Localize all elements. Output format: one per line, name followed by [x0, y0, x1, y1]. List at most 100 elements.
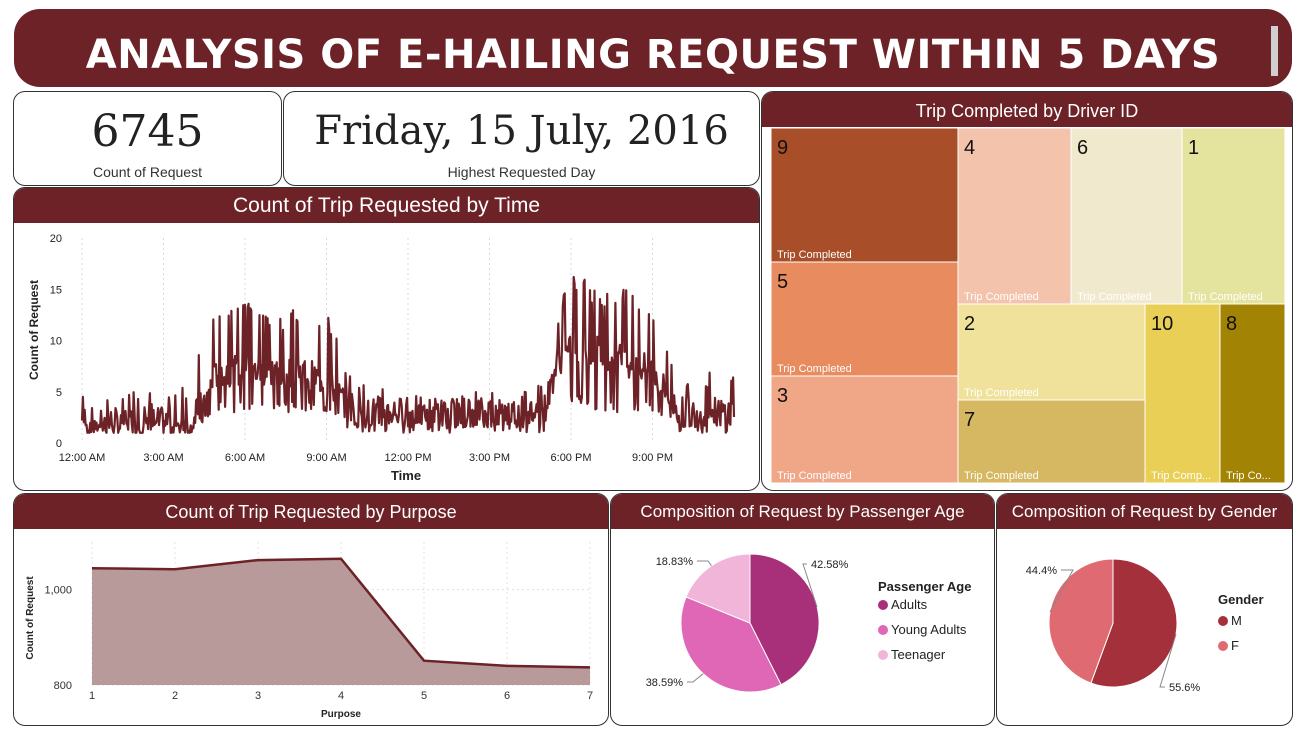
purpose-chart-xlabel: Purpose — [321, 709, 361, 720]
time-ytick-label: 10 — [50, 336, 62, 348]
title-banner: ANALYSIS OF E-HAILING REQUEST WITHIN 5 D… — [14, 9, 1292, 87]
gender-legend-swatch — [1218, 641, 1228, 651]
page-title: ANALYSIS OF E-HAILING REQUEST WITHIN 5 D… — [85, 32, 1221, 78]
scrollbar[interactable] — [1271, 26, 1278, 76]
treemap-svg: 9 Trip Completed 5 Trip Completed 3 Trip Comp… — [770, 127, 1286, 484]
time-chart-title: Count of Trip Requested by Time — [14, 188, 759, 223]
gender-legend-title: Gender — [1218, 592, 1264, 607]
age-legend-swatch — [878, 625, 888, 635]
purpose-series-line — [91, 557, 591, 669]
gender-leader-line — [1049, 569, 1074, 613]
treemap-tile-label: Trip Completed — [964, 387, 1039, 399]
treemap-tile-id: 7 — [964, 409, 975, 431]
age-slice-label: 38.59% — [646, 677, 684, 689]
age-legend-item[interactable]: Teenager — [891, 647, 946, 662]
time-ytick-label: 0 — [56, 438, 62, 450]
time-chart-svg: 0 5 10 15 20 12:00 AM 3:00 AM 6:00 AM 9:00 AM 12… — [27, 233, 736, 483]
treemap-tile-id: 5 — [777, 271, 788, 293]
treemap-tile-3[interactable] — [770, 375, 959, 484]
time-xtick-label: 6:00 AM — [225, 452, 265, 464]
purpose-xtick-label: 3 — [255, 690, 261, 702]
purpose-ytick-label: 800 — [54, 680, 72, 692]
treemap-tile-5[interactable] — [770, 261, 959, 377]
age-legend-item[interactable]: Adults — [891, 597, 928, 612]
time-ytick-label: 20 — [50, 233, 62, 245]
time-ytick-label: 5 — [56, 387, 62, 399]
treemap-tile-id: 1 — [1188, 137, 1199, 159]
treemap-tile-id: 3 — [777, 385, 788, 407]
purpose-chart-ylabel: Count of Request — [25, 576, 36, 660]
age-slice-label: 42.58% — [811, 559, 849, 571]
time-chart-card: Count of Trip Requested by Time 0 5 10 15 20… — [13, 187, 760, 491]
age-pie-svg: 42.58% 38.59% 18.83% Passenger Age Adults Y… — [646, 553, 971, 693]
treemap-tile-10[interactable] — [1144, 303, 1221, 484]
purpose-xtick-label: 6 — [504, 690, 510, 702]
time-xtick-label: 3:00 PM — [469, 452, 510, 464]
time-xtick-label: 6:00 PM — [551, 452, 592, 464]
treemap-tile-id: 9 — [777, 137, 788, 159]
purpose-xtick-label: 7 — [587, 690, 593, 702]
time-ytick-label: 15 — [50, 284, 62, 296]
purpose-ytick-label: 1,000 — [44, 585, 72, 597]
gender-slice-label: 44.4% — [1026, 565, 1057, 577]
treemap-tile-label: Trip Co... — [1226, 470, 1271, 482]
kpi-highest-day-card: Friday, 15 July, 2016 Highest Requested … — [283, 91, 760, 186]
treemap-tile-1[interactable] — [1181, 127, 1286, 305]
treemap-tile-label: Trip Completed — [1188, 291, 1263, 303]
time-xtick-label: 3:00 AM — [143, 452, 183, 464]
time-xtick-label: 12:00 AM — [59, 452, 105, 464]
age-legend-title: Passenger Age — [878, 579, 971, 594]
treemap-title: Trip Completed by Driver ID — [762, 92, 1292, 127]
treemap-tile-7[interactable] — [957, 399, 1146, 484]
treemap-tile-2[interactable] — [957, 303, 1146, 401]
treemap-card: Trip Completed by Driver ID 9 Trip Comple… — [761, 91, 1293, 491]
treemap-tile-id: 6 — [1077, 137, 1088, 159]
age-pie-card: Composition of Request by Passenger Age … — [610, 493, 995, 726]
treemap-tile-label: Trip Completed — [964, 291, 1039, 303]
time-series-line — [80, 275, 736, 434]
age-pie-title: Composition of Request by Passenger Age — [611, 494, 994, 529]
age-leader-line — [697, 560, 712, 566]
treemap-tile-label: Trip Completed — [777, 249, 852, 261]
treemap-tile-8[interactable] — [1219, 303, 1286, 484]
kpi-highest-day-label: Highest Requested Day — [447, 164, 596, 180]
age-slice-young-adults[interactable] — [680, 596, 782, 693]
time-xtick-label: 9:00 AM — [306, 452, 346, 464]
treemap-tile-label: Trip Completed — [1077, 291, 1152, 303]
age-leader-line — [802, 563, 818, 608]
gender-legend-swatch — [1218, 616, 1228, 626]
time-xtick-label: 12:00 PM — [384, 452, 431, 464]
purpose-xtick-label: 2 — [172, 690, 178, 702]
time-chart-xlabel: Time — [391, 468, 421, 483]
kpi-count-card: 6745 Count of Request — [13, 91, 282, 186]
age-legend-swatch — [878, 600, 888, 610]
gender-pie-card: Composition of Request by Gender 55.6% 44… — [996, 493, 1293, 726]
age-slice-teenager[interactable] — [685, 553, 751, 624]
gender-legend-item[interactable]: M — [1231, 613, 1242, 628]
treemap-tile-id: 10 — [1151, 313, 1173, 335]
gender-pie-svg: 55.6% 44.4% Gender MF — [1026, 558, 1264, 694]
purpose-chart-svg: 800 1,000 1 2 3 4 5 6 7 Purpose Count of Reques… — [25, 542, 593, 720]
kpi-count-label: Count of Request — [93, 164, 202, 180]
gender-slice-label: 55.6% — [1169, 682, 1200, 694]
treemap-tile-9[interactable] — [770, 127, 959, 263]
time-xtick-label: 9:00 PM — [632, 452, 673, 464]
age-legend-item[interactable]: Young Adults — [891, 622, 967, 637]
treemap-tile-4[interactable] — [957, 127, 1072, 305]
gender-legend-item[interactable]: F — [1231, 638, 1239, 653]
age-legend-swatch — [878, 650, 888, 660]
treemap-tile-label: Trip Comp... — [1151, 470, 1211, 482]
purpose-area-fill — [92, 558, 590, 685]
treemap-tile-label: Trip Completed — [777, 363, 852, 375]
treemap-tile-id: 2 — [964, 313, 975, 335]
purpose-xtick-label: 5 — [421, 690, 427, 702]
purpose-chart-title: Count of Trip Requested by Purpose — [14, 494, 608, 529]
treemap-tile-6[interactable] — [1070, 127, 1183, 305]
purpose-xtick-label: 1 — [89, 690, 95, 702]
treemap-tile-id: 8 — [1226, 313, 1237, 335]
time-chart-ylabel: Count of Request — [27, 280, 41, 380]
treemap-tile-label: Trip Completed — [964, 470, 1039, 482]
gender-pie-title: Composition of Request by Gender — [997, 494, 1292, 529]
purpose-xtick-label: 4 — [338, 690, 344, 702]
gender-leader-line — [1159, 634, 1177, 688]
